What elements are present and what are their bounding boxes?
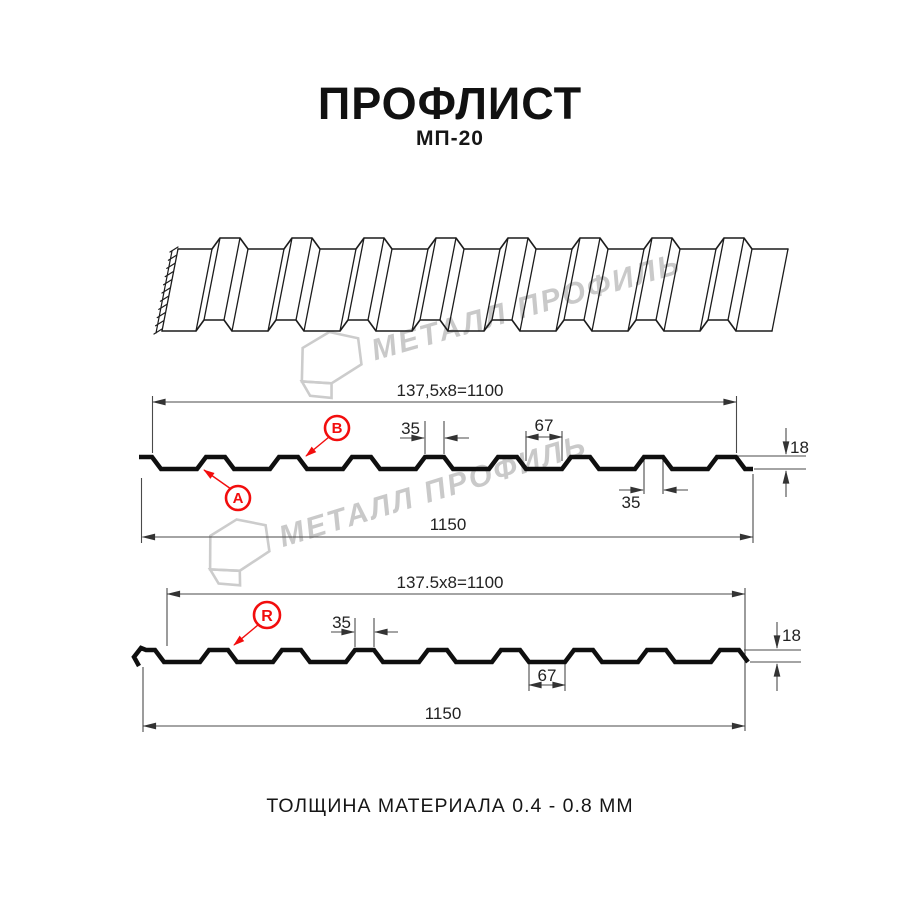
section1-profile-path [139,454,753,472]
callout-a-letter: A [233,490,244,507]
dim-height-label: 18 [782,626,801,645]
section1-callouts: A B [203,414,351,512]
dim-pitch-label: 137.5x8=1100 [397,573,504,592]
dim-pitch-label: 137,5x8=1100 [397,381,504,400]
callout-a-leader [203,469,232,490]
sheet-3d-front-edge [161,319,773,332]
cross-section-1: 137,5x8=1100 35 67 35 18 1150 A B [139,381,809,543]
product-code: МП-20 [416,127,484,150]
dim-rib-top-label: 35 [332,613,351,632]
dim-valley-label: 67 [538,666,557,685]
metall-profil-logo-icon [207,518,271,587]
metall-profil-logo-icon [299,330,363,400]
callout-b-letter: B [332,420,343,437]
section2-callouts: R [233,600,282,646]
dim-overall-label: 1150 [425,704,462,723]
dim-overall-label: 1150 [430,515,467,534]
callout-r-circle [252,600,282,630]
watermark-text: МЕТАЛЛ ПРОФИЛЬ [368,247,685,367]
section2-dimension-texts: 137.5x8=1100 35 67 18 1150 [332,573,801,723]
callout-b-circle [323,414,351,442]
dim-valley-label: 67 [535,416,554,435]
cross-section-2: 137.5x8=1100 35 67 18 1150 R [131,573,801,732]
sheet-3d-rib-lines [161,237,789,332]
material-thickness-note: ТОЛЩИНА МАТЕРИАЛА 0.4 - 0.8 ММ [266,795,634,817]
dim-rib-bottom-label: 35 [622,493,641,512]
section1-dimension-texts: 137,5x8=1100 35 67 35 18 1150 [397,381,809,534]
dim-rib-top-label: 35 [401,419,420,438]
callout-r-letter: R [261,608,273,625]
watermark-text: МЕТАЛЛ ПРОФИЛЬ [275,429,591,554]
dim-height-label: 18 [790,438,809,457]
sheet-3d-view [153,237,789,335]
sheet-3d-back-edge [177,237,789,250]
sheet-3d-left-cut-edge [153,246,179,335]
watermark-brand-lower: МЕТАЛЛ ПРОФИЛЬ [207,429,591,587]
page-title: ПРОФЛИСТ [317,78,583,129]
section1-dimension-lines [140,396,806,543]
callout-r-leader [233,624,259,646]
callout-a-circle [224,484,252,512]
callout-b-leader [305,436,330,457]
section2-profile-path [131,645,750,668]
